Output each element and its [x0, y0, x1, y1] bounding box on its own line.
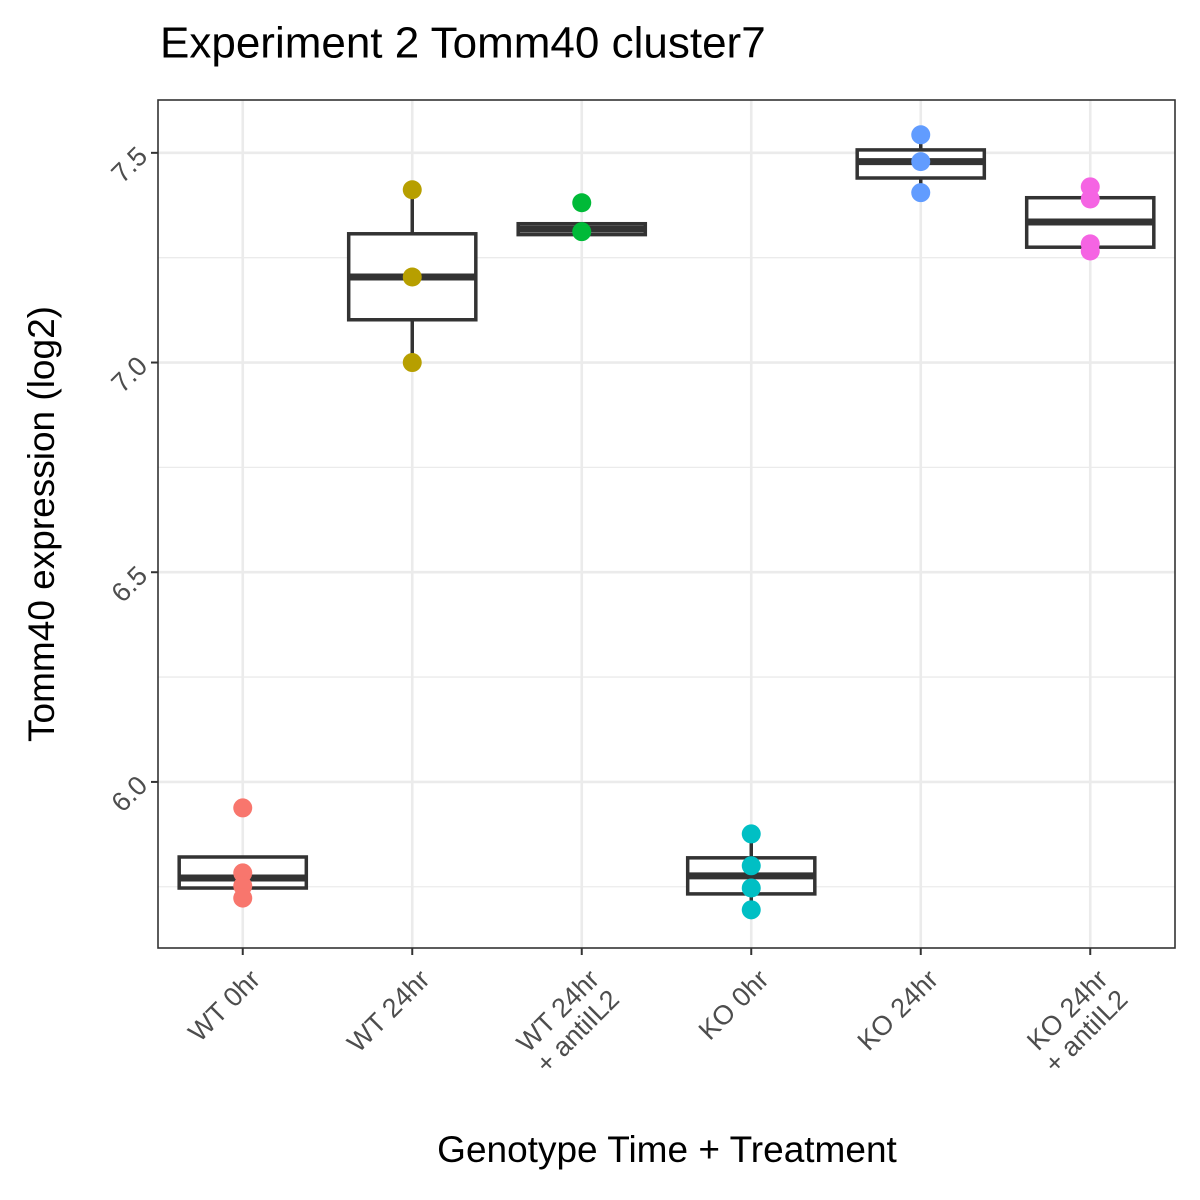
x-tick-label: WT 24hr+ antiIL2 [510, 964, 625, 1079]
point [741, 900, 761, 920]
x-tick-label: KO 0hr [693, 964, 775, 1046]
y-tick-label: 7.5 [106, 141, 154, 189]
point [741, 824, 761, 844]
plot-border [157, 99, 1176, 949]
point [233, 888, 253, 908]
point [1080, 189, 1100, 209]
y-tick-label: 7.0 [106, 351, 154, 399]
point [741, 878, 761, 898]
point [402, 180, 422, 200]
point [911, 125, 931, 145]
point [402, 353, 422, 373]
x-tick-label: WT 24hr [341, 964, 435, 1058]
x-tick-label: KO 24hr [852, 964, 944, 1056]
point [741, 856, 761, 876]
point [402, 267, 422, 287]
x-tick-label: KO 24hr+ antiIL2 [1019, 964, 1134, 1079]
point [911, 152, 931, 172]
point [572, 193, 592, 213]
point [233, 798, 253, 818]
y-axis-title: Tomm40 expression (log2) [21, 306, 62, 742]
point [572, 222, 592, 242]
point [1080, 241, 1100, 261]
x-axis-title: Genotype Time + Treatment [437, 1129, 897, 1170]
point [911, 183, 931, 203]
y-tick-label: 6.5 [106, 560, 154, 608]
chart-title: Experiment 2 Tomm40 cluster7 [160, 19, 766, 68]
y-tick-label: 6.0 [106, 770, 154, 818]
x-tick-label: WT 0hr [183, 964, 266, 1047]
point [233, 863, 253, 883]
